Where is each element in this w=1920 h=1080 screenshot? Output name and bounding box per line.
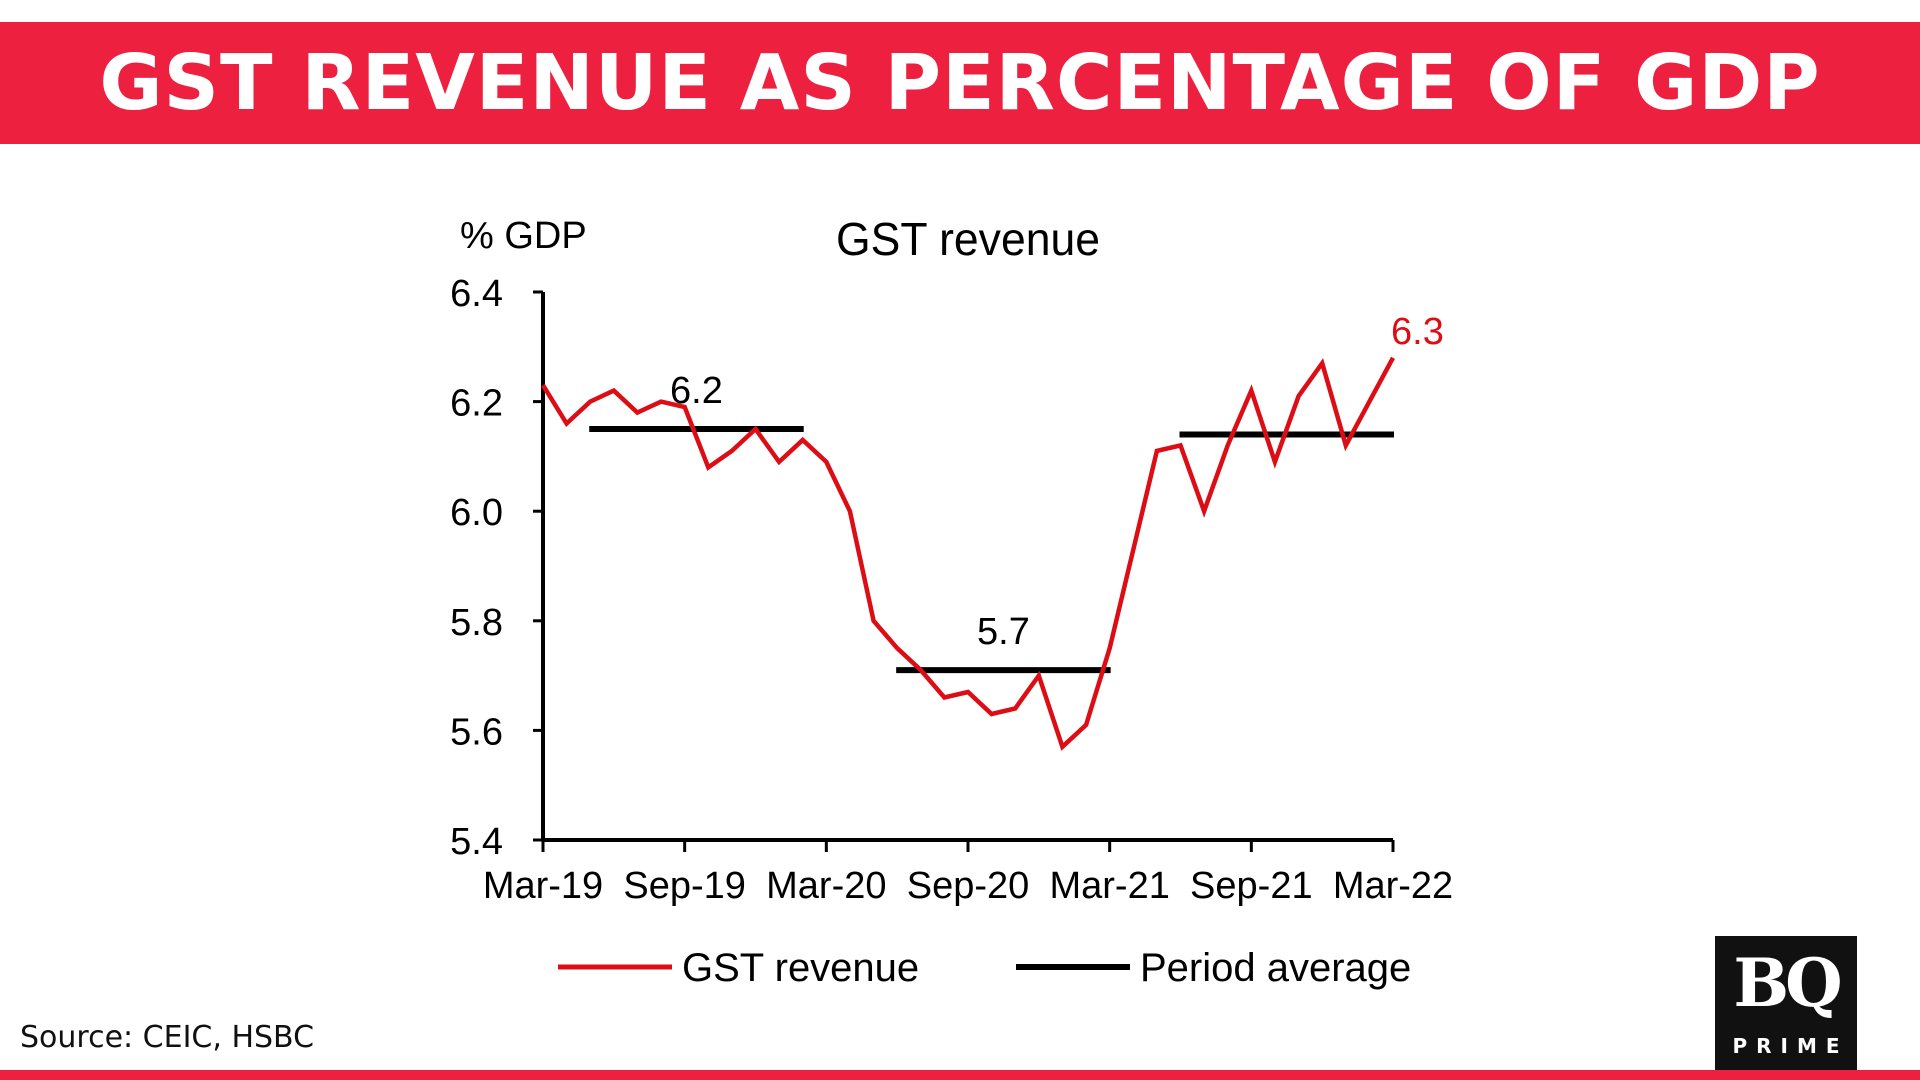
gst-revenue-series — [541, 356, 1395, 751]
logo-mark: BQ — [1733, 944, 1842, 1022]
logo-subtitle: PRIME — [1732, 1034, 1849, 1058]
title-banner: GST REVENUE AS PERCENTAGE OF GDP — [0, 22, 1920, 144]
x-tick-label: Sep-19 — [623, 865, 746, 907]
x-tick-label: Mar-21 — [1049, 865, 1169, 907]
y-tick-label: 5.4 — [450, 821, 503, 863]
y-tick-label: 5.6 — [450, 711, 503, 753]
source-note: Source: CEIC, HSBC — [20, 1020, 315, 1055]
legend-label-period-average: Period average — [1140, 946, 1411, 990]
chart-title: GST revenue — [836, 213, 1100, 265]
y-tick-label: 6.0 — [450, 492, 503, 534]
x-tick-label: Sep-20 — [907, 865, 1030, 907]
x-tick-label: Mar-20 — [766, 865, 886, 907]
legend-label-gst-revenue: GST revenue — [682, 946, 919, 990]
end-value-label: 6.3 — [1391, 311, 1444, 353]
page-title: GST REVENUE AS PERCENTAGE OF GDP — [99, 38, 1821, 128]
bottom-rule — [0, 1070, 1920, 1080]
y-axis-label: % GDP — [460, 215, 587, 257]
data-labels: 6.3 — [1391, 311, 1444, 353]
period-average-label: 5.7 — [977, 611, 1030, 653]
x-tick-label: Mar-22 — [1333, 865, 1453, 907]
period-average-lines: 6.25.7 — [589, 370, 1394, 674]
x-tick-label: Sep-21 — [1190, 865, 1313, 907]
bq-prime-logo: BQ PRIME — [1715, 936, 1857, 1070]
y-tick-label: 6.2 — [450, 383, 503, 425]
x-tick-label: Mar-19 — [483, 865, 603, 907]
y-tick-label: 5.8 — [450, 602, 503, 644]
y-tick-label: 6.4 — [450, 273, 503, 315]
gst-revenue-line — [541, 356, 1395, 751]
legend: GST revenue Period average — [558, 946, 1411, 990]
